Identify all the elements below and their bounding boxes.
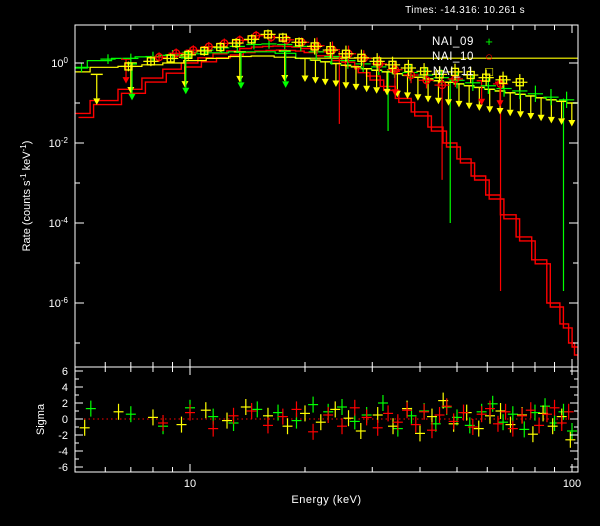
svg-text:2: 2 bbox=[62, 398, 68, 410]
upper-limit-arrows-yellow-low bbox=[90, 50, 291, 105]
svg-text:10-2: 10-2 bbox=[49, 136, 69, 150]
svg-text:-4: -4 bbox=[58, 446, 68, 458]
legend-label-nai10: NAI_10 bbox=[432, 50, 474, 63]
data-points-nai09 bbox=[75, 39, 575, 108]
circle-marker-icon: ○ bbox=[485, 49, 493, 64]
svg-text:4: 4 bbox=[62, 382, 68, 394]
residuals-panel-data bbox=[75, 392, 578, 448]
spectrum-panel-data bbox=[75, 29, 578, 360]
model-step-red bbox=[75, 45, 578, 356]
svg-text:-2: -2 bbox=[58, 430, 68, 442]
svg-text:100: 100 bbox=[563, 478, 581, 490]
svg-text:10-4: 10-4 bbox=[49, 216, 69, 230]
square-marker-icon: □ bbox=[485, 64, 493, 79]
svg-text:-6: -6 bbox=[58, 462, 68, 474]
upper-limit-arrows-red bbox=[121, 58, 506, 107]
legend-label-nai11: NAI_11 bbox=[432, 65, 474, 78]
svg-text:Energy (keV): Energy (keV) bbox=[291, 494, 361, 506]
svg-text:100: 100 bbox=[51, 56, 68, 70]
svg-text:Rate (counts s-1 keV-1): Rate (counts s-1 keV-1) bbox=[19, 141, 33, 252]
legend-item-nai09: NAI_09 + bbox=[372, 34, 497, 49]
svg-text:6: 6 bbox=[62, 366, 68, 378]
residuals-nai09 bbox=[85, 395, 577, 439]
legend-label-nai09: NAI_09 bbox=[432, 35, 474, 48]
data-points-nai11 bbox=[120, 29, 528, 91]
model-step-red-2 bbox=[78, 49, 578, 360]
model-step-yellow bbox=[75, 55, 578, 73]
residuals-nai10 bbox=[158, 398, 574, 440]
legend-item-nai11: NAI_11 □ bbox=[372, 64, 497, 79]
axes-and-ticks: 10 100 100 10-2 10-4 10-6 6 4 2 0 -2 -4 -6 Energy (ke… bbox=[19, 24, 581, 506]
detector-legend: NAI_09 + NAI_10 ○ NAI_11 □ bbox=[372, 34, 497, 79]
svg-text:0: 0 bbox=[62, 414, 68, 426]
svg-text:10-6: 10-6 bbox=[49, 296, 69, 310]
legend-item-nai10: NAI_10 ○ bbox=[372, 49, 497, 64]
plus-marker-icon: + bbox=[485, 34, 493, 49]
svg-text:10: 10 bbox=[184, 478, 196, 490]
plot-time-range-title: Times: -14.316: 10.261 s bbox=[405, 5, 525, 16]
svg-text:Sigma: Sigma bbox=[35, 403, 47, 435]
residuals-nai11 bbox=[79, 392, 576, 448]
